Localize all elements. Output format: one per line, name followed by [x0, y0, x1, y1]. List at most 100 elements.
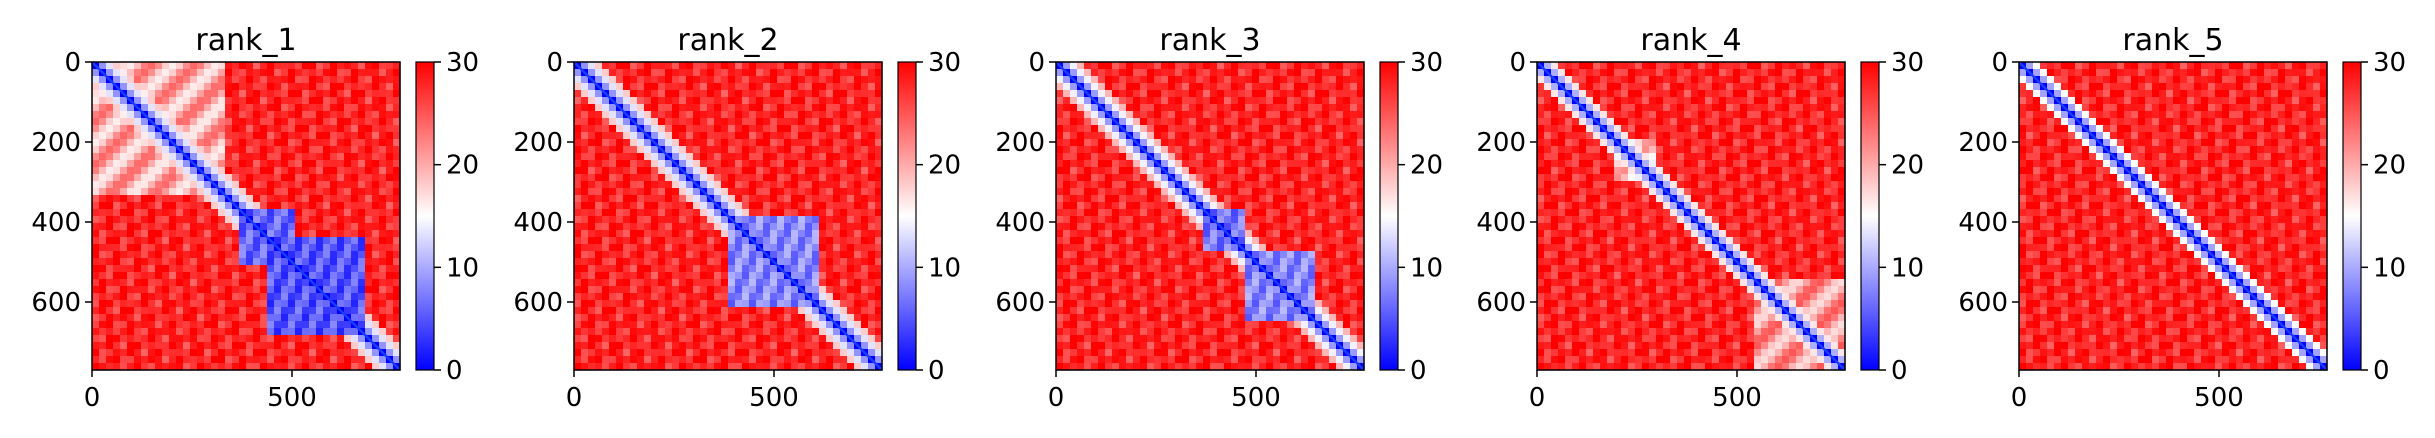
heatmap-cell [1098, 258, 1106, 266]
heatmap-cell [358, 125, 366, 133]
heatmap-cell [239, 167, 247, 175]
heatmap-cell [1119, 132, 1127, 140]
heatmap-cell [309, 314, 317, 322]
heatmap-cell [588, 90, 596, 98]
heatmap-cell [658, 195, 666, 203]
heatmap-cell [386, 146, 394, 154]
heatmap-cell [246, 223, 254, 231]
heatmap-cell [868, 293, 876, 301]
heatmap-cell [854, 328, 862, 336]
heatmap-cell [1154, 363, 1162, 371]
heatmap-cell [679, 258, 687, 266]
heatmap-cell [253, 293, 261, 301]
heatmap-cell [1147, 125, 1155, 133]
heatmap-cell [1168, 216, 1176, 224]
heatmap-cell [714, 279, 722, 287]
heatmap-cell [155, 293, 163, 301]
heatmap-cell [267, 293, 275, 301]
heatmap-cell [344, 174, 352, 182]
heatmap-cell [847, 174, 855, 182]
heatmap-cell [700, 230, 708, 238]
heatmap-cell [840, 62, 848, 70]
heatmap-cell [749, 300, 757, 308]
heatmap-cell [672, 216, 680, 224]
heatmap-cell [623, 300, 631, 308]
heatmap-cell [260, 328, 268, 336]
heatmap-cell [1091, 153, 1099, 161]
heatmap-cell [344, 244, 352, 252]
heatmap-cell [344, 146, 352, 154]
heatmap-cell [644, 265, 652, 273]
heatmap-cell [323, 223, 331, 231]
heatmap-cell [148, 335, 156, 343]
heatmap-cell [323, 146, 331, 154]
heatmap-cell [218, 335, 226, 343]
heatmap-cell [309, 356, 317, 364]
heatmap-cell [686, 230, 694, 238]
heatmap-cell [295, 335, 303, 343]
heatmap-cell [386, 139, 394, 147]
heatmap-cell [239, 321, 247, 329]
heatmap-cell [1203, 118, 1211, 126]
heatmap-cell [1210, 62, 1218, 70]
heatmap-cell [183, 216, 191, 224]
heatmap-cell [253, 69, 261, 77]
heatmap-cell [609, 251, 617, 259]
heatmap-cell [1077, 90, 1085, 98]
heatmap-cell [630, 272, 638, 280]
heatmap-cell [1119, 314, 1127, 322]
heatmap-cell [232, 258, 240, 266]
heatmap-cell [344, 321, 352, 329]
heatmap-cell [861, 118, 869, 126]
heatmap-cell [302, 286, 310, 294]
heatmap-cell [798, 293, 806, 301]
heatmap-cell [812, 146, 820, 154]
heatmap-cell [176, 342, 184, 350]
heatmap-cell [1203, 307, 1211, 315]
heatmap-cell [1182, 83, 1190, 91]
heatmap-cell [225, 202, 233, 210]
heatmap-cell [581, 118, 589, 126]
heatmap-cell [854, 321, 862, 329]
heatmap-cell [847, 167, 855, 175]
heatmap-cell [875, 237, 883, 245]
heatmap-cell [1133, 286, 1141, 294]
heatmap-cell [197, 174, 205, 182]
heatmap-cell [386, 97, 394, 105]
heatmap-cell [1182, 279, 1190, 287]
heatmap-cell [197, 237, 205, 245]
heatmap-cell [707, 328, 715, 336]
heatmap-cell [749, 251, 757, 259]
heatmap-cell [1077, 342, 1085, 350]
heatmap-cell [707, 118, 715, 126]
heatmap-cell [868, 69, 876, 77]
heatmap-cell [162, 174, 170, 182]
heatmap-cell [218, 279, 226, 287]
heatmap-cell [379, 272, 387, 280]
heatmap-cell [204, 216, 212, 224]
heatmap-cell [819, 279, 827, 287]
heatmap-cell [1196, 90, 1204, 98]
heatmap-cell [267, 97, 275, 105]
heatmap-cell [344, 223, 352, 231]
heatmap-cell [225, 251, 233, 259]
heatmap-cell [791, 216, 799, 224]
heatmap-cell [344, 188, 352, 196]
heatmap-cell [288, 146, 296, 154]
heatmap-cell [358, 307, 366, 315]
heatmap-cell [183, 293, 191, 301]
heatmap-cell [246, 244, 254, 252]
heatmap-cell [812, 83, 820, 91]
heatmap-cell [1154, 97, 1162, 105]
heatmap-cell [351, 125, 359, 133]
heatmap-cell [1133, 146, 1141, 154]
heatmap-cell [358, 104, 366, 112]
heatmap-cell [204, 167, 212, 175]
heatmap-cell [581, 321, 589, 329]
heatmap-cell [246, 97, 254, 105]
heatmap-cell [148, 251, 156, 259]
heatmap-cell [616, 335, 624, 343]
heatmap-cell [330, 62, 338, 70]
heatmap-cell [358, 62, 366, 70]
heatmap-cell [665, 104, 673, 112]
